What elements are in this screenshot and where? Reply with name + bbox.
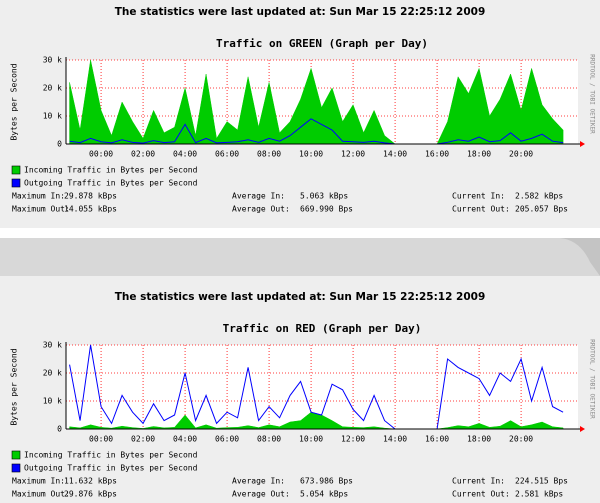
traffic-area xyxy=(69,59,564,145)
traffic-line xyxy=(69,344,564,430)
x-tick-label: 18:00 xyxy=(467,150,491,159)
x-tick-label: 16:00 xyxy=(425,150,449,159)
legend-swatch xyxy=(11,165,21,175)
status-heading: The statistics were last updated at: Sun… xyxy=(115,291,486,303)
stat-label: Current In: xyxy=(452,192,505,201)
x-tick-label: 02:00 xyxy=(131,435,155,444)
y-tick-label: 0 xyxy=(57,425,62,434)
y-tick-label: 10 k xyxy=(43,112,62,121)
x-tick-label: 00:00 xyxy=(89,150,113,159)
stat-label: Current In: xyxy=(452,477,505,486)
stat-value: 14.055 kBps xyxy=(64,205,117,214)
axis-arrow xyxy=(580,426,585,432)
x-tick-label: 18:00 xyxy=(467,435,491,444)
status-heading: The statistics were last updated at: Sun… xyxy=(115,6,486,18)
stat-label: Average Out: xyxy=(232,205,290,214)
chart-title: Traffic on RED (Graph per Day) xyxy=(223,322,422,335)
stat-label: Maximum Out: xyxy=(12,490,70,499)
y-axis-label: Bytes per Second xyxy=(10,348,19,425)
x-tick-label: 06:00 xyxy=(215,150,239,159)
x-tick-label: 04:00 xyxy=(173,435,197,444)
stat-value: 29.878 kBps xyxy=(64,192,117,201)
stat-value: 669.990 Bps xyxy=(300,205,353,214)
legend-swatch xyxy=(11,463,21,473)
stat-label: Maximum In: xyxy=(12,192,65,201)
separator xyxy=(0,228,600,238)
stat-label: Average In: xyxy=(232,477,285,486)
y-tick-label: 30 k xyxy=(43,341,62,350)
x-tick-label: 12:00 xyxy=(341,150,365,159)
chart-title: Traffic on GREEN (Graph per Day) xyxy=(216,37,428,50)
y-tick-label: 30 k xyxy=(43,56,62,65)
y-axis-label: Bytes per Second xyxy=(10,63,19,140)
x-tick-label: 04:00 xyxy=(173,150,197,159)
stat-value: 673.986 Bps xyxy=(300,477,353,486)
stat-label: Current Out: xyxy=(452,205,510,214)
stat-value: 29.876 kBps xyxy=(64,490,117,499)
x-tick-label: 20:00 xyxy=(509,435,533,444)
x-tick-label: 08:00 xyxy=(257,150,281,159)
y-tick-label: 20 k xyxy=(43,369,62,378)
y-tick-label: 20 k xyxy=(43,84,62,93)
legend-swatch xyxy=(11,178,21,188)
x-tick-label: 14:00 xyxy=(383,435,407,444)
x-tick-label: 14:00 xyxy=(383,150,407,159)
legend-label: Outgoing Traffic in Bytes per Second xyxy=(24,179,198,188)
stat-value: 2.581 kBps xyxy=(515,490,563,499)
stat-value: 5.054 kBps xyxy=(300,490,348,499)
stat-value: 224.515 Bps xyxy=(515,477,568,486)
stat-label: Average Out: xyxy=(232,490,290,499)
x-tick-label: 20:00 xyxy=(509,150,533,159)
legend-label: Incoming Traffic in Bytes per Second xyxy=(24,166,198,175)
stat-value: 11.632 kBps xyxy=(64,477,117,486)
x-tick-label: 06:00 xyxy=(215,435,239,444)
stat-label: Maximum Out: xyxy=(12,205,70,214)
x-tick-label: 12:00 xyxy=(341,435,365,444)
side-label: RRDTOOL / TOBI OETIKER xyxy=(589,339,596,419)
stat-label: Maximum In: xyxy=(12,477,65,486)
stat-value: 5.063 kBps xyxy=(300,192,348,201)
legend-label: Outgoing Traffic in Bytes per Second xyxy=(24,464,198,473)
y-tick-label: 10 k xyxy=(43,397,62,406)
x-tick-label: 08:00 xyxy=(257,435,281,444)
stat-label: Average In: xyxy=(232,192,285,201)
x-tick-label: 10:00 xyxy=(299,150,323,159)
x-tick-label: 16:00 xyxy=(425,435,449,444)
legend-swatch xyxy=(11,450,21,460)
stat-value: 2.582 kBps xyxy=(515,192,563,201)
stat-value: 205.057 Bps xyxy=(515,205,568,214)
stat-label: Current Out: xyxy=(452,490,510,499)
y-tick-label: 0 xyxy=(57,140,62,149)
side-label: RRDTOOL / TOBI OETIKER xyxy=(589,54,596,134)
axis-arrow xyxy=(580,141,585,147)
x-tick-label: 02:00 xyxy=(131,150,155,159)
x-tick-label: 00:00 xyxy=(89,435,113,444)
legend-label: Incoming Traffic in Bytes per Second xyxy=(24,451,198,460)
separator-band xyxy=(0,238,600,276)
x-tick-label: 10:00 xyxy=(299,435,323,444)
traffic-line xyxy=(69,118,564,145)
separator-tab xyxy=(560,238,600,276)
